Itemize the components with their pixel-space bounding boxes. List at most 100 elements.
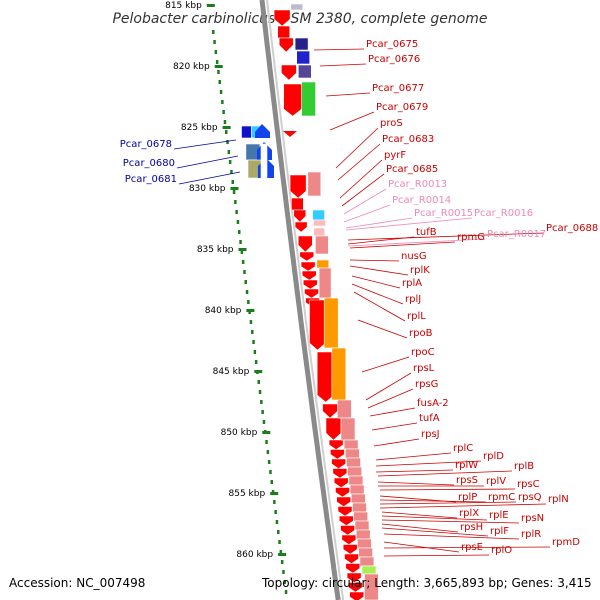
track-dot: [247, 300, 250, 304]
track-dot: [212, 30, 215, 34]
track-dot: [260, 400, 263, 404]
gene-feature: [290, 197, 304, 211]
leader-line: [367, 388, 414, 409]
topology-text: Topology: circular; Length: 3,665,893 bp…: [261, 576, 592, 590]
track-dot: [227, 150, 231, 154]
track-dot: [273, 500, 276, 504]
gene-label: Pcar_R0017: [487, 229, 546, 240]
track-dot: [232, 190, 236, 194]
leader-line: [381, 527, 489, 537]
gene-feature: [339, 515, 354, 526]
leader-line: [369, 407, 416, 417]
gene-label: rplV: [486, 476, 506, 487]
leader-line: [345, 217, 413, 229]
track-dot: [230, 170, 233, 174]
track-dot: [217, 70, 220, 74]
track-dot: [219, 90, 223, 94]
gene-feature: [361, 565, 377, 575]
gene-feature: [340, 525, 355, 536]
gene-feature: [344, 448, 360, 459]
gene-feature: [296, 50, 311, 65]
leader-line: [383, 554, 490, 557]
leader-line: [351, 275, 401, 289]
tick-mark: [206, 4, 215, 7]
gene-feature: [331, 458, 346, 469]
gene-feature: [345, 563, 361, 574]
gene-label: proS: [380, 118, 403, 129]
gene-feature: [312, 209, 325, 221]
leader-line: [178, 171, 241, 185]
gene-feature: [278, 37, 294, 53]
gene-label: rplW: [455, 460, 478, 471]
track-dot: [270, 480, 273, 484]
gene-label: rplP: [458, 492, 477, 503]
gene-feature: [325, 417, 342, 441]
gene-label: rplF: [490, 526, 509, 537]
leader-line: [347, 236, 415, 245]
gene-label: Pcar_R0013: [388, 179, 447, 190]
gene-feature: [307, 171, 322, 197]
track-dot: [249, 320, 253, 324]
gene-feature: [352, 502, 367, 513]
gene-label: tufB: [416, 227, 437, 238]
track-dot: [269, 470, 272, 474]
track-dot: [253, 350, 257, 354]
gene-feature: [336, 496, 351, 507]
leader-line: [379, 499, 487, 503]
gene-feature: [348, 582, 363, 593]
gene-feature: [333, 477, 349, 488]
tick-label: 835 kbp: [197, 245, 234, 255]
tick-mark: [214, 65, 223, 68]
tick-mark: [246, 309, 255, 312]
gene-feature: [341, 534, 357, 545]
track-dot: [258, 390, 262, 394]
leader-line: [173, 139, 237, 150]
track-dot: [278, 540, 281, 544]
tick-mark: [230, 187, 239, 190]
gene-feature: [283, 83, 302, 117]
leader-line: [383, 546, 551, 549]
gene-feature: [348, 475, 364, 486]
gene-label: rplJ: [405, 294, 421, 305]
track-dot: [274, 510, 277, 514]
gene-feature: [347, 466, 363, 477]
gene-label: rpmG: [457, 232, 485, 243]
gene-feature: [318, 267, 332, 299]
track-dot: [266, 450, 270, 454]
tick-mark: [238, 248, 247, 251]
leader-line: [351, 283, 404, 305]
gene-feature: [346, 572, 362, 583]
gene-feature: [255, 124, 270, 138]
track-dot: [238, 230, 241, 234]
track-dot: [261, 410, 264, 414]
track-dot: [283, 580, 286, 584]
track-dot: [251, 330, 254, 334]
leader-line: [381, 519, 520, 524]
leader-line: [381, 515, 488, 521]
gene-feature: [354, 520, 370, 531]
tick-mark: [270, 492, 279, 495]
track-dot: [284, 590, 288, 594]
gene-feature: [322, 403, 338, 419]
leader-line: [337, 143, 381, 181]
track-dot: [262, 420, 266, 424]
track-dot: [245, 290, 249, 294]
track-dot: [231, 180, 234, 184]
gene-feature: [337, 399, 352, 419]
track-dot: [214, 50, 218, 54]
gene-feature: [260, 143, 268, 179]
leader-line: [375, 469, 454, 473]
gene-label: Pcar_0685: [386, 164, 438, 175]
leader-line: [379, 488, 516, 491]
gene-label: Pcar_R0015: [414, 208, 473, 219]
accession-text: Accession: NC_007498: [9, 576, 145, 590]
track-dot: [221, 100, 224, 104]
leader-line: [379, 501, 517, 505]
track-dot: [239, 240, 242, 244]
gene-label: rplO: [491, 545, 512, 556]
leader-line: [335, 127, 379, 169]
gene-label: rplB: [514, 461, 534, 472]
gene-feature: [335, 487, 350, 498]
gene-label: rpsC: [517, 479, 540, 490]
tick-label: 815 kbp: [165, 1, 202, 11]
